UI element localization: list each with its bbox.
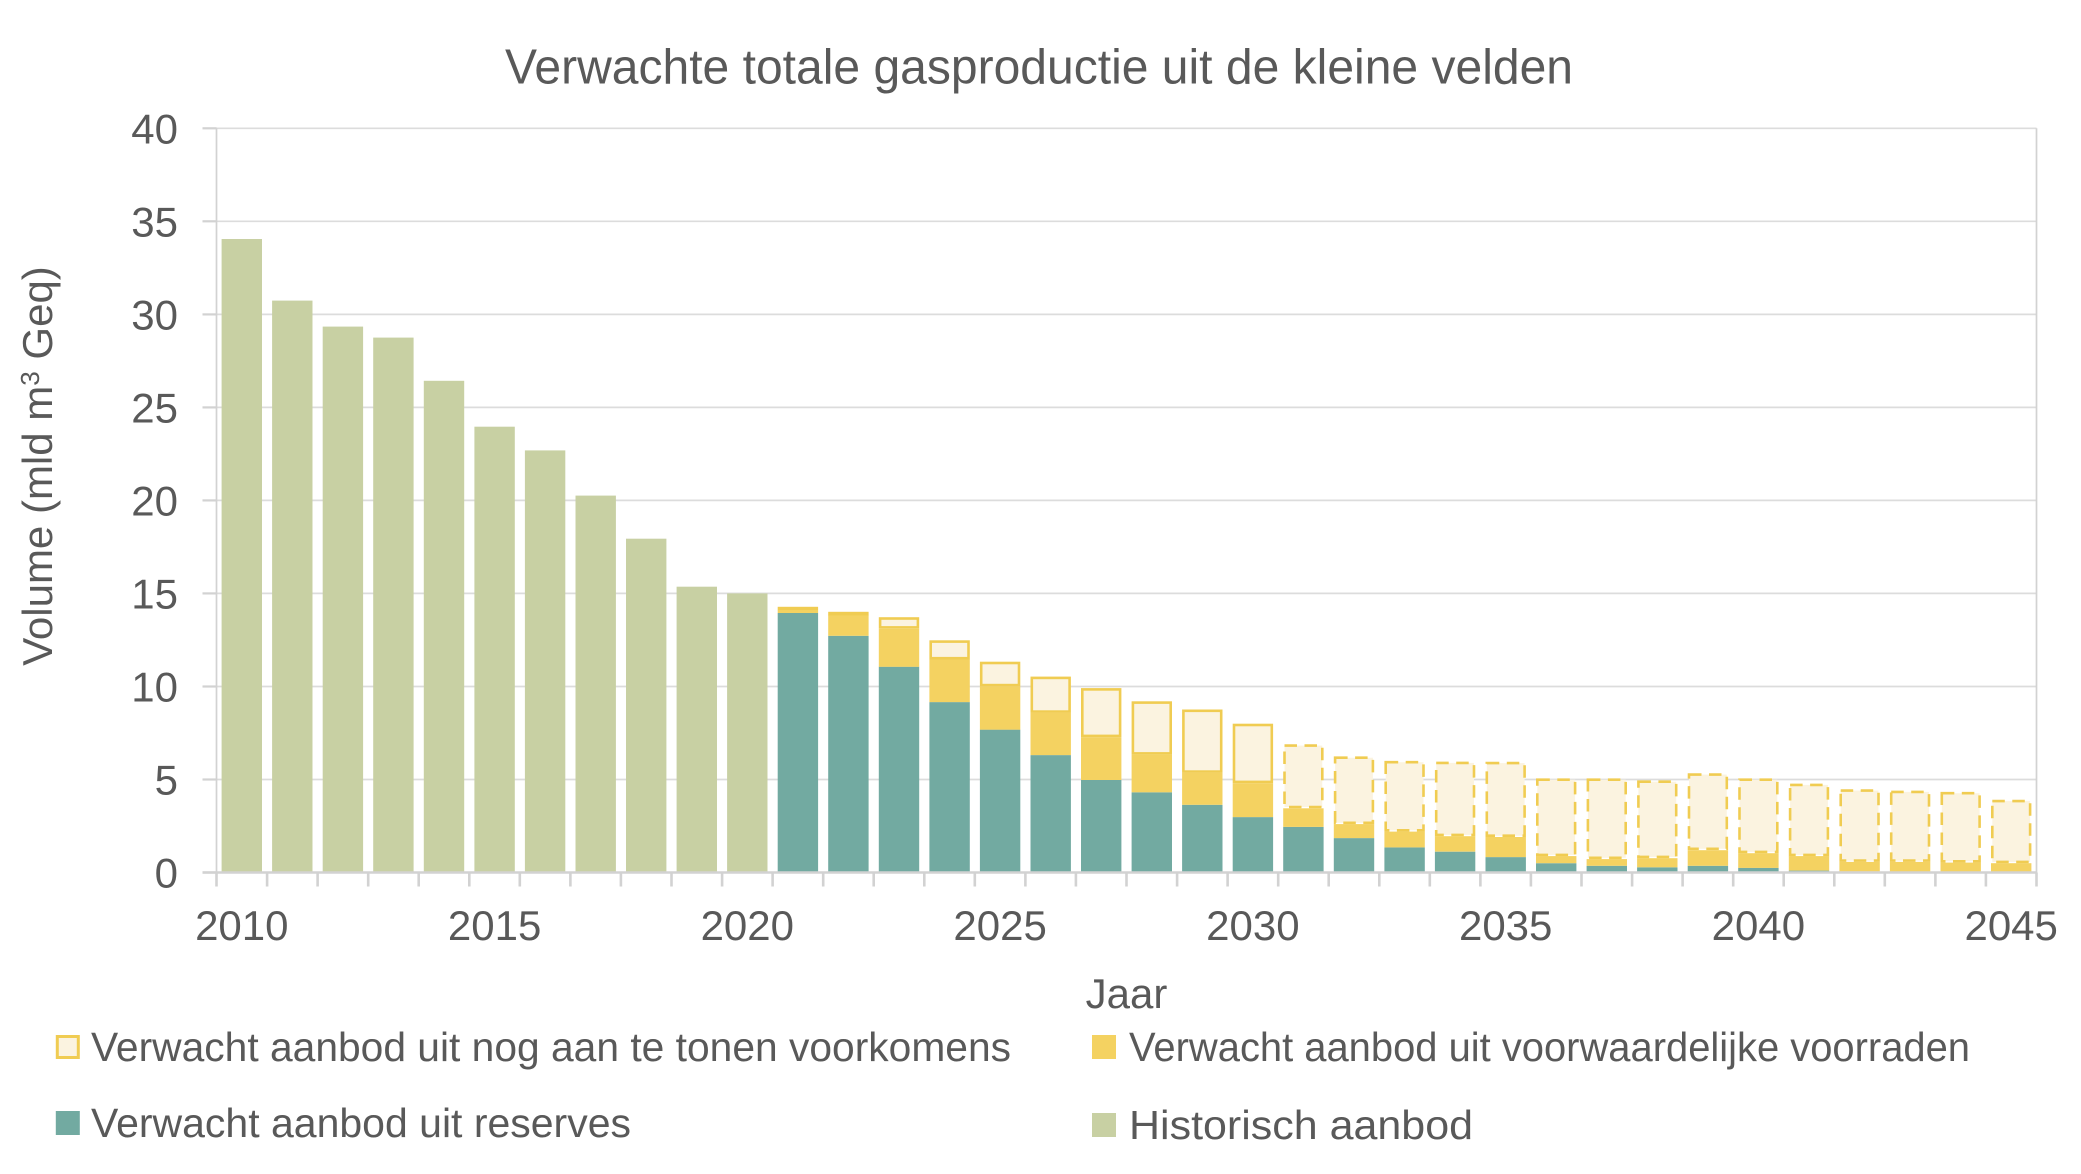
svg-text:2045: 2045 (1964, 902, 2057, 949)
svg-text:35: 35 (131, 198, 178, 245)
svg-text:30: 30 (131, 291, 178, 338)
svg-text:Jaar: Jaar (1086, 970, 1168, 1017)
svg-text:2025: 2025 (953, 902, 1046, 949)
svg-text:20: 20 (131, 477, 178, 524)
svg-text:Verwacht aanbod uit nog aan te: Verwacht aanbod uit nog aan te tonen voo… (91, 1024, 1011, 1070)
svg-text:Volume (mld m3 Geq): Volume (mld m3 Geq) (14, 266, 61, 666)
svg-text:2035: 2035 (1459, 902, 1552, 949)
svg-text:Verwacht aanbod uit reserves: Verwacht aanbod uit reserves (91, 1100, 631, 1146)
svg-text:2030: 2030 (1206, 902, 1299, 949)
svg-text:Verwachte totale gasproductie: Verwachte totale gasproductie uit de kle… (505, 41, 1573, 95)
svg-text:15: 15 (131, 570, 178, 617)
svg-text:5: 5 (155, 757, 178, 804)
svg-text:10: 10 (131, 664, 178, 711)
svg-text:2020: 2020 (701, 902, 794, 949)
svg-text:2015: 2015 (448, 902, 541, 949)
svg-text:Verwacht aanbod uit voorwaarde: Verwacht aanbod uit voorwaardelijke voor… (1129, 1024, 1970, 1070)
svg-text:Historisch aanbod: Historisch aanbod (1129, 1102, 1473, 1148)
svg-text:2040: 2040 (1712, 902, 1805, 949)
svg-text:2010: 2010 (195, 902, 288, 949)
svg-text:40: 40 (131, 105, 178, 152)
svg-text:0: 0 (155, 850, 178, 897)
svg-text:25: 25 (131, 384, 178, 431)
